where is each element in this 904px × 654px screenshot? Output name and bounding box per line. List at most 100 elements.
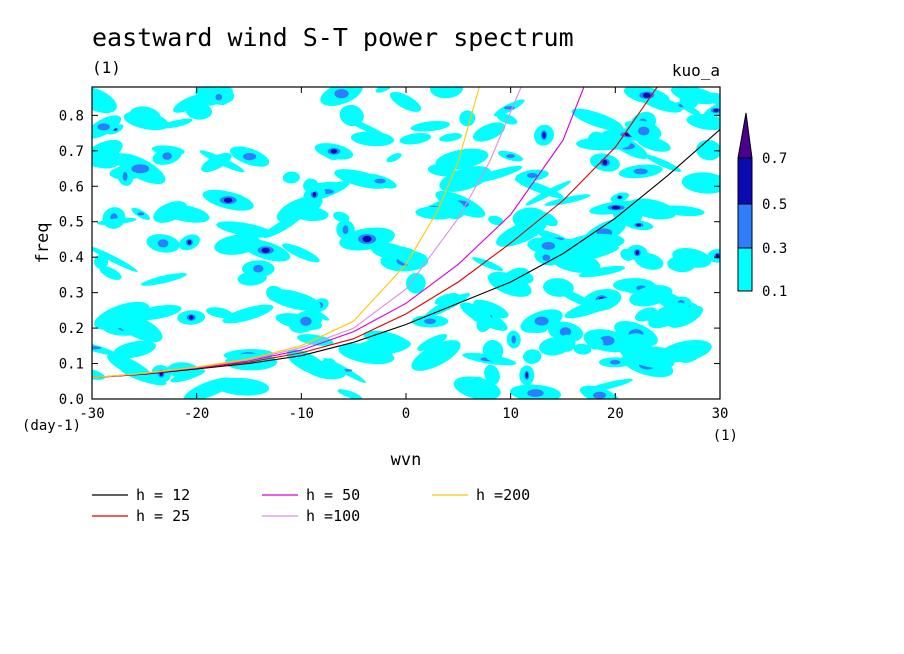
contour-blob [206, 307, 233, 318]
contour-blob [627, 198, 677, 220]
colorbar-extension [737, 112, 753, 159]
contour-blob [424, 293, 471, 318]
contour-blob [282, 243, 320, 263]
contour-peak [312, 192, 317, 197]
contour-blob [92, 246, 138, 272]
y-tick-label: 0.3 [59, 286, 84, 302]
contour-core [334, 89, 349, 99]
contour-peak [713, 108, 719, 113]
contour-blob [578, 265, 626, 278]
y-tick-label: 0.7 [59, 144, 84, 160]
contour-blob [484, 364, 500, 385]
contour-blob [434, 293, 460, 305]
contour-blob [161, 118, 193, 129]
chart-title: eastward wind S-T power spectrum [92, 23, 574, 52]
contour-blob [558, 334, 576, 352]
contour-blob [472, 122, 506, 142]
contour-blob [648, 302, 688, 329]
colorbar-label: 0.1 [762, 284, 787, 300]
contour-blob [99, 266, 122, 280]
contour-core [157, 239, 169, 248]
contour-blob [659, 339, 712, 363]
contour-blob [353, 338, 411, 356]
contour-blob [696, 139, 720, 161]
contour-blob [173, 94, 206, 113]
contour-blob [389, 91, 422, 112]
contour-peak [618, 196, 622, 199]
contour-blob [573, 343, 592, 355]
contour-blob [298, 208, 320, 219]
colorbar-segment [737, 247, 753, 292]
contour-blob [214, 234, 261, 255]
contour-blob [543, 278, 574, 297]
contour-core [527, 389, 544, 397]
title-unit: (1) [92, 58, 121, 77]
contour-blob [399, 133, 432, 145]
contour-peak [261, 247, 270, 253]
legend-label: h =200 [476, 486, 530, 504]
contour-blob [337, 389, 363, 399]
y-tick-label: 0.4 [59, 250, 84, 266]
y-tick-label: 0.2 [59, 321, 84, 337]
y-axis: 0.0 0.1 0.2 0.3 0.4 0.5 0.6 0.7 0.8 [59, 108, 720, 408]
x-tick-label: -10 [289, 406, 314, 422]
y-tick-label: 0.0 [59, 392, 84, 408]
legend: h = 12 h = 25 h = 50 h =100 h =200 [92, 486, 530, 525]
x-tick-label: 0 [402, 406, 410, 422]
contour-blob [303, 178, 319, 193]
contour-blob [442, 200, 466, 220]
series-line [92, 129, 720, 379]
contour-blob [120, 367, 167, 386]
contour-blob [707, 249, 720, 263]
x-tick-label: -30 [79, 406, 104, 422]
x-axis-label: wvn [391, 450, 422, 470]
contour-blob [623, 333, 648, 349]
contour-blob [644, 154, 682, 172]
contour-core [122, 172, 128, 181]
x-tick-label: 10 [502, 406, 519, 422]
contour-peak [187, 240, 192, 245]
contour-peak [525, 372, 528, 379]
contour-blob [131, 304, 182, 321]
y-tick-label: 0.8 [59, 108, 84, 124]
contour-blob [568, 246, 620, 264]
contour-blob [153, 201, 188, 223]
contour-blob [496, 113, 518, 125]
contour-blob [567, 233, 625, 251]
contour-blob [686, 114, 720, 131]
contour-blob [371, 242, 408, 259]
contour-core [374, 178, 386, 184]
contour-peak [602, 159, 608, 166]
contour-blob [94, 254, 109, 269]
contour-blob [453, 376, 501, 399]
colorbar-label: 0.3 [762, 241, 787, 257]
contour-blob [618, 342, 675, 369]
series-line [92, 87, 480, 379]
contour-core [162, 152, 172, 160]
y-axis-label: freq [33, 223, 53, 264]
contour-core [215, 93, 223, 101]
contour-blob [92, 139, 123, 165]
contour-blob [342, 116, 389, 139]
contour-blob [96, 217, 137, 225]
contour-core [253, 264, 264, 273]
contour-blob [469, 302, 491, 323]
contour-blob [667, 256, 696, 273]
contour-blob [128, 106, 162, 128]
contour-blob [417, 334, 448, 351]
contour-blob [430, 87, 464, 99]
contour-blob [643, 307, 658, 322]
contour-peak [636, 223, 642, 227]
contour-blob [523, 349, 542, 364]
y-tick-label: 0.1 [59, 357, 84, 373]
legend-label: h = 50 [306, 486, 360, 504]
x-axis: -30 -20 -10 0 10 20 30 [79, 87, 728, 422]
contour-blob [405, 272, 426, 294]
contour-blob [266, 289, 321, 311]
colorbar-label: 0.5 [762, 197, 787, 213]
contour-core [506, 154, 515, 159]
contour-core [609, 360, 621, 365]
contour-peak [189, 315, 194, 320]
contour-blob [282, 171, 300, 184]
